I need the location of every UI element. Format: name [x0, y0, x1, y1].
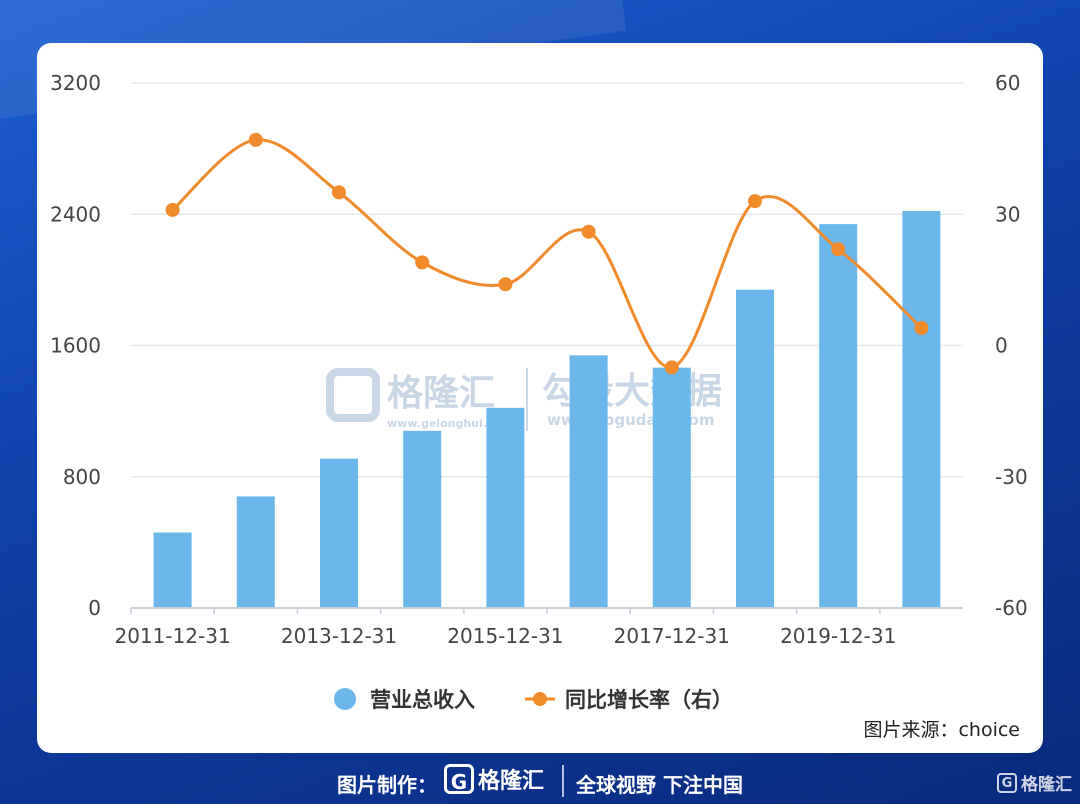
growth-point [165, 202, 180, 217]
footer-made-by: 图片制作： [337, 773, 437, 797]
y-left-tick-label: 2400 [50, 202, 101, 226]
y-left-tick-label: 1600 [50, 334, 101, 358]
revenue-bar [486, 407, 525, 608]
y-right-tick-label: 0 [995, 334, 1008, 358]
watermark-partner: 勾股大数据 [542, 371, 722, 412]
revenue-growth-chart: 格隆汇 www.gelonghui.com 勾股大数据 www.gogudata… [50, 71, 1028, 741]
corner-logo: G 格隆汇 [997, 770, 1072, 795]
corner-logo-icon: G [997, 772, 1017, 793]
footer-slogan: 全球视野 下注中国 [576, 773, 743, 797]
x-tick-label: 2017-12-31 [614, 624, 730, 648]
growth-line [171, 138, 923, 369]
revenue-bar [819, 224, 858, 608]
y-right-tick-label: 30 [995, 202, 1020, 226]
footer-divider [562, 765, 564, 797]
watermark-brand-url: www.gelonghui.com [387, 417, 512, 430]
watermark-brand: 格隆汇 [387, 373, 495, 414]
legend-label-revenue: 营业总收入 [370, 688, 475, 712]
y-left-tick-label: 3200 [50, 71, 101, 95]
growth-point [748, 194, 762, 209]
footer-bar: 图片制作： G 格隆汇 全球视野 下注中国 [0, 757, 1080, 804]
revenue-bar [569, 355, 608, 608]
legend-line-dot [533, 692, 547, 706]
y-right-tick-label: 60 [995, 71, 1020, 95]
legend-label-growth: 同比增长率（右） [565, 688, 733, 712]
growth-point [664, 360, 679, 375]
footer-logo: G 格隆汇 [444, 763, 544, 795]
chart-legend: 营业总收入 同比增长率（右） [334, 688, 733, 712]
legend-bar-marker [334, 688, 356, 710]
growth-point [914, 321, 929, 335]
x-tick-label: 2013-12-31 [281, 624, 397, 648]
growth-point [332, 185, 346, 200]
footer-logo-text: 格隆汇 [478, 769, 545, 794]
source-note: 图片来源：choice [863, 719, 1020, 741]
growth-point [415, 255, 430, 270]
y-left-tick-label: 0 [88, 596, 101, 620]
y-right-tick-label: -60 [995, 596, 1028, 620]
x-tick-label: 2015-12-31 [447, 624, 563, 648]
growth-point [248, 132, 263, 147]
growth-point [831, 242, 846, 257]
revenue-bar [236, 496, 275, 608]
revenue-bar [153, 532, 192, 608]
x-tick-label: 2011-12-31 [114, 624, 230, 648]
chart-card: 格隆汇 www.gelonghui.com 勾股大数据 www.gogudata… [37, 43, 1043, 753]
revenue-bar [902, 210, 941, 608]
y-right-tick-label: -30 [995, 465, 1028, 489]
revenue-bar [403, 430, 442, 608]
y-left-tick-label: 800 [63, 465, 101, 489]
corner-logo-text: 格隆汇 [1021, 775, 1072, 795]
x-tick-label: 2019-12-31 [780, 624, 896, 648]
revenue-bar [320, 458, 358, 608]
growth-point [581, 224, 596, 239]
gelonghui-logo-icon: G [444, 764, 474, 794]
revenue-bar [736, 289, 774, 608]
revenue-bar [652, 367, 691, 608]
growth-point [498, 277, 513, 292]
gelonghui-watermark-logo-icon [326, 368, 380, 422]
